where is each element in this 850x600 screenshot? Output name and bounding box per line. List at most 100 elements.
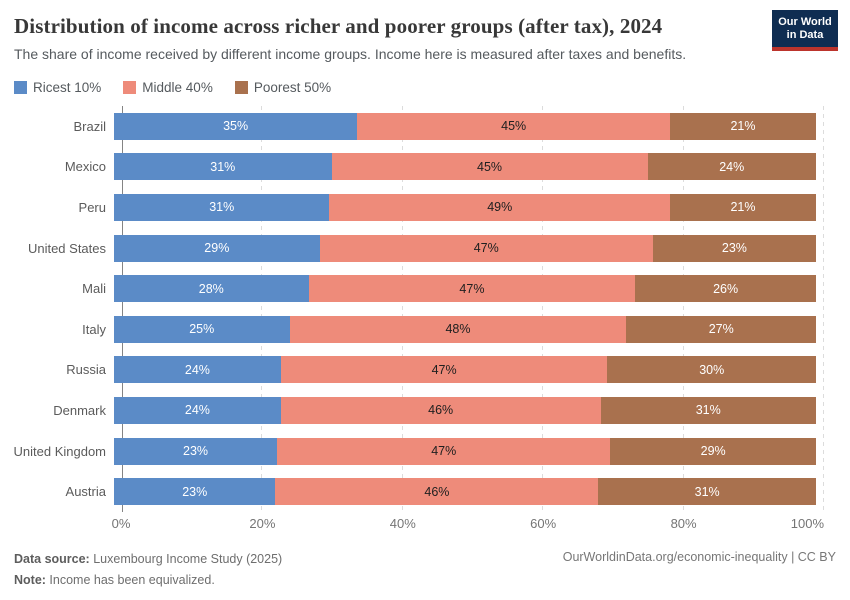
attribution-link: OurWorldinData.org/economic-inequality |…: [562, 549, 836, 564]
country-label: Italy: [82, 321, 106, 337]
gridline-60: [542, 106, 544, 512]
bar-track: 25% 48% 27%: [114, 315, 816, 343]
bar-segment-ricest-10%: 35%: [114, 112, 358, 140]
bar-segment-middle-40%: 47%: [308, 275, 636, 303]
x-tick-label-80: 80%: [670, 515, 697, 531]
legend-label: Poorest 50%: [253, 80, 332, 95]
bar-segment-ricest-10%: 25%: [114, 315, 290, 343]
bar-segment-poorest-50%: 31%: [598, 478, 816, 506]
bar-segment-middle-40%: 46%: [275, 478, 599, 506]
bar-track: 35% 45% 21%: [114, 112, 816, 140]
bar-row-peru: Peru 31% 49% 21%: [0, 187, 850, 228]
country-label: Peru: [78, 199, 106, 215]
x-tick-label-40: 40%: [389, 515, 416, 531]
bar-segment-poorest-50%: 23%: [652, 234, 816, 262]
bar-row-russia: Russia 24% 47% 30%: [0, 350, 850, 391]
bar-segment-ricest-10%: 31%: [114, 153, 332, 181]
bar-segment-ricest-10%: 28%: [114, 275, 309, 303]
owid-logo-line1: Our World: [778, 16, 832, 28]
gridline-40: [401, 106, 403, 512]
data-source-line: Data source: Luxembourg Income Study (20…: [14, 549, 282, 570]
bar-segment-poorest-50%: 30%: [607, 356, 816, 384]
bar-row-austria: Austria 23% 46% 31%: [0, 471, 850, 512]
legend-item-1: Middle 40%: [123, 80, 213, 95]
note-line: Note: Income has been equivalized.: [14, 570, 282, 591]
bar-row-mali: Mali 28% 47% 26%: [0, 268, 850, 309]
bar-row-denmark: Denmark 24% 46% 31%: [0, 390, 850, 431]
gridline-80: [682, 106, 684, 512]
legend-swatch-icon: [14, 81, 27, 94]
bar-segment-poorest-50%: 21%: [670, 193, 816, 221]
bar-segment-middle-40%: 49%: [329, 193, 671, 221]
bar-track: 31% 49% 21%: [114, 193, 816, 221]
x-tick-label-60: 60%: [530, 515, 557, 531]
header: Distribution of income across richer and…: [0, 0, 850, 63]
note-label: Note:: [14, 572, 46, 587]
bar-track: 24% 46% 31%: [114, 396, 816, 424]
chart-subtitle: The share of income received by differen…: [14, 46, 687, 62]
bar-track: 28% 47% 26%: [114, 275, 816, 303]
grid-overlay: [122, 106, 824, 512]
owid-logo-line2: in Data: [786, 29, 824, 41]
bar-segment-middle-40%: 48%: [289, 315, 627, 343]
bar-segment-poorest-50%: 26%: [635, 275, 816, 303]
legend-swatch-icon: [123, 81, 137, 94]
owid-logo: Our World in Data: [772, 10, 838, 51]
legend-swatch-icon: [234, 81, 248, 94]
data-source-label: Data source:: [14, 551, 90, 566]
bar-track: 23% 46% 31%: [114, 478, 816, 506]
bar-segment-middle-40%: 47%: [280, 356, 608, 384]
bar-segment-poorest-50%: 24%: [647, 153, 816, 181]
bar-segment-poorest-50%: 27%: [626, 315, 816, 343]
country-label: Austria: [65, 484, 106, 500]
legend-label: Ricest 10%: [33, 80, 102, 95]
country-label: Mali: [82, 281, 106, 297]
bar-segment-middle-40%: 47%: [277, 437, 611, 465]
legend-label: Middle 40%: [142, 80, 213, 95]
footer-source-note: Data source: Luxembourg Income Study (20…: [14, 549, 282, 591]
legend-item-2: Poorest 50%: [234, 80, 332, 95]
country-label: United States: [27, 240, 106, 256]
bar-row-united-kingdom: United Kingdom 23% 47% 29%: [0, 431, 850, 472]
bar-segment-middle-40%: 46%: [280, 396, 601, 424]
bar-row-italy: Italy 25% 48% 27%: [0, 309, 850, 350]
gridline-100: [823, 106, 824, 512]
country-label: Brazil: [73, 118, 106, 134]
bar-row-united-states: United States 29% 47% 23%: [0, 228, 850, 269]
bar-track: 23% 47% 29%: [114, 437, 816, 465]
bar-segment-ricest-10%: 23%: [114, 437, 278, 465]
note-text: Income has been equivalized.: [45, 572, 215, 587]
x-tick-label-100: 100%: [790, 515, 824, 531]
bar-segment-middle-40%: 47%: [319, 234, 653, 262]
country-label: Mexico: [64, 159, 106, 175]
stacked-bar-chart: Brazil 35% 45% 21% Mexico 31% 45% 24% Peru 31% 49%…: [0, 106, 850, 534]
data-source-text: Luxembourg Income Study (2025): [89, 551, 283, 566]
bar-segment-ricest-10%: 24%: [114, 396, 281, 424]
bar-segment-ricest-10%: 24%: [114, 356, 281, 384]
bar-segment-ricest-10%: 29%: [114, 234, 320, 262]
bar-track: 29% 47% 23%: [114, 234, 816, 262]
bar-segment-ricest-10%: 31%: [114, 193, 330, 221]
legend: Ricest 10% Middle 40% Poorest 50%: [14, 80, 836, 95]
legend-item-0: Ricest 10%: [14, 80, 101, 95]
country-label: Denmark: [53, 402, 106, 418]
bar-segment-middle-40%: 45%: [331, 153, 648, 181]
x-tick-label-0: 0%: [111, 515, 131, 531]
bar-segment-poorest-50%: 29%: [610, 437, 816, 465]
chart-title: Distribution of income across richer and…: [14, 14, 663, 38]
x-axis: 0% 20% 40% 60% 80% 100%: [112, 512, 824, 534]
bar-row-mexico: Mexico 31% 45% 24%: [0, 147, 850, 188]
bar-track: 24% 47% 30%: [114, 356, 816, 384]
x-tick-label-20: 20%: [249, 515, 276, 531]
footer: Data source: Luxembourg Income Study (20…: [14, 549, 836, 591]
y-axis-line: [122, 106, 123, 512]
bar-segment-poorest-50%: 21%: [670, 112, 816, 140]
country-label: United Kingdom: [13, 443, 107, 459]
bar-rows: Brazil 35% 45% 21% Mexico 31% 45% 24% Peru 31% 49%…: [0, 106, 850, 512]
gridline-20: [261, 106, 263, 512]
bar-segment-ricest-10%: 23%: [114, 478, 276, 506]
bar-segment-middle-40%: 45%: [357, 112, 671, 140]
bar-track: 31% 45% 24%: [114, 153, 816, 181]
country-label: Russia: [66, 362, 106, 378]
